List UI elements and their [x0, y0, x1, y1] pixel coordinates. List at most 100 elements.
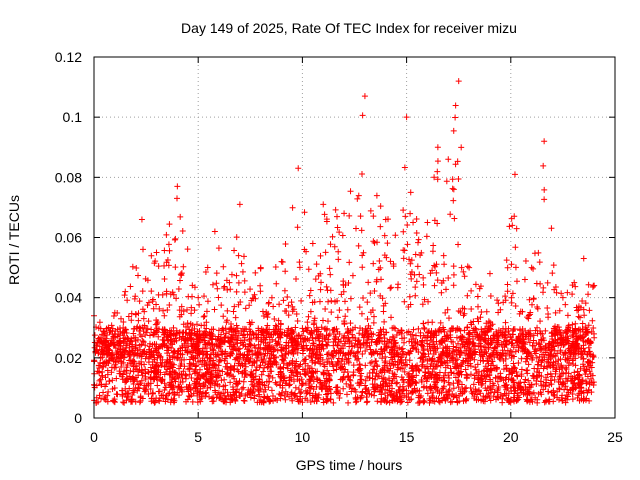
data-point [467, 319, 474, 326]
data-point [278, 332, 285, 339]
data-point [334, 314, 341, 321]
data-point [350, 362, 357, 369]
data-point [368, 350, 375, 357]
data-point [412, 379, 419, 386]
chart-title: Day 149 of 2025, Rate Of TEC Index for r… [181, 20, 517, 36]
data-point [353, 225, 360, 232]
data-point [203, 369, 210, 376]
data-point [141, 361, 148, 368]
data-point [549, 270, 556, 277]
data-point [121, 348, 128, 355]
data-point [135, 310, 142, 317]
data-point [394, 366, 401, 373]
data-point [401, 298, 408, 305]
data-point [212, 367, 219, 374]
data-point [149, 358, 156, 365]
data-point [136, 324, 143, 331]
data-point [265, 346, 272, 353]
data-point [445, 388, 452, 395]
data-point [166, 390, 173, 397]
data-point [470, 381, 477, 388]
data-point [450, 271, 457, 278]
data-point [122, 326, 129, 333]
data-point [477, 283, 484, 290]
data-point [580, 355, 587, 362]
data-point [361, 332, 368, 339]
data-point [359, 112, 366, 119]
data-point [108, 369, 115, 376]
data-point [155, 333, 162, 340]
data-point [444, 362, 451, 369]
data-point [471, 325, 478, 332]
data-point [119, 351, 126, 358]
data-point [474, 293, 481, 300]
data-point [462, 366, 469, 373]
data-point [245, 348, 252, 355]
data-point [555, 378, 562, 385]
data-point [590, 352, 597, 359]
data-point [233, 332, 240, 339]
data-point [356, 362, 363, 369]
data-point [441, 359, 448, 366]
data-point [522, 257, 529, 264]
data-point [256, 381, 263, 388]
data-point [427, 371, 434, 378]
data-point [217, 394, 224, 401]
data-point [213, 280, 220, 287]
data-point [485, 335, 492, 342]
data-point [161, 312, 168, 319]
data-point [358, 310, 365, 317]
data-point [388, 284, 395, 291]
data-point [105, 388, 112, 395]
data-point [471, 329, 478, 336]
data-point [381, 362, 388, 369]
data-point [266, 342, 273, 349]
data-point [382, 394, 389, 401]
data-point [278, 258, 285, 265]
data-point [513, 278, 520, 285]
data-point [273, 323, 280, 330]
data-point [112, 361, 119, 368]
data-point [154, 328, 161, 335]
data-point [290, 350, 297, 357]
data-point [441, 383, 448, 390]
data-point [504, 397, 511, 404]
data-point [246, 388, 253, 395]
data-point [208, 395, 215, 402]
data-point [140, 315, 147, 322]
data-point [412, 388, 419, 395]
data-point [323, 283, 330, 290]
data-point [262, 386, 269, 393]
data-point [356, 367, 363, 374]
data-point [271, 328, 278, 335]
data-point [257, 362, 264, 369]
data-point [99, 348, 106, 355]
data-point [510, 344, 517, 351]
data-point [465, 351, 472, 358]
data-point [176, 307, 183, 314]
data-point [436, 325, 443, 332]
data-point [543, 379, 550, 386]
data-point [413, 364, 420, 371]
data-point [224, 286, 231, 293]
plot-frame [93, 56, 616, 419]
data-point [227, 379, 234, 386]
data-point [124, 297, 131, 304]
data-point [188, 392, 195, 399]
data-point [576, 345, 583, 352]
data-point [203, 389, 210, 396]
data-point [142, 370, 149, 377]
data-point [507, 347, 514, 354]
data-point [313, 375, 320, 382]
data-point [221, 339, 228, 346]
data-point [546, 362, 553, 369]
data-point [320, 369, 327, 376]
data-point [434, 277, 441, 284]
data-point [445, 156, 452, 163]
data-point [373, 278, 380, 285]
data-point [502, 350, 509, 357]
data-point [522, 376, 529, 383]
data-point [122, 390, 129, 397]
data-point [171, 399, 178, 406]
data-point [271, 316, 278, 323]
